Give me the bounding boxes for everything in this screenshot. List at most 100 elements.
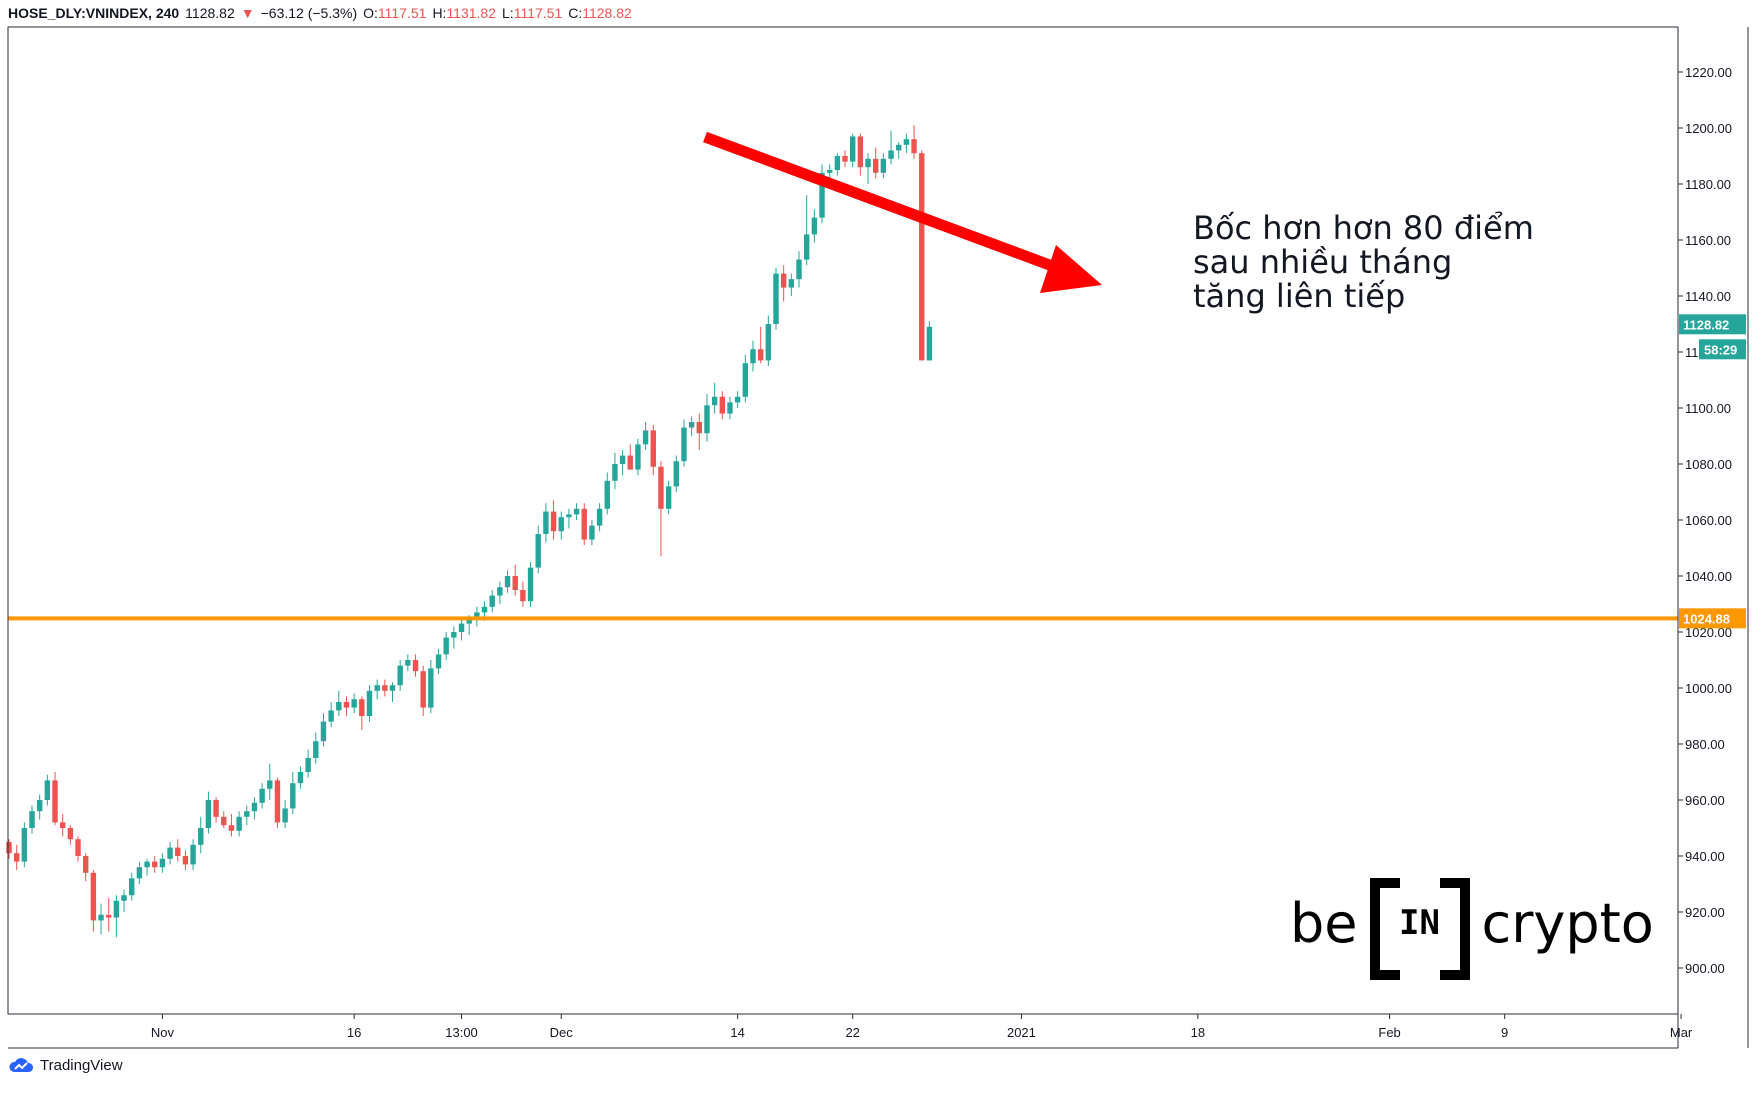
candle [727,396,733,420]
down-triangle-icon: ▼ [240,5,255,21]
candle-body [796,259,802,280]
candle-body [665,486,672,509]
candle [834,153,841,176]
candle-body [458,623,465,632]
candle [673,455,679,492]
candle [121,889,127,912]
low-value: 1117.51 [513,5,563,21]
candle-body [926,326,933,361]
candle-body [144,861,150,868]
candle [512,564,518,596]
candle [527,562,534,607]
candle-body [313,741,319,758]
candle [244,805,250,826]
candle [152,856,158,873]
candle [903,133,910,154]
candle-body [428,668,434,708]
candle [336,690,342,716]
candle-body [320,721,327,742]
price-tick-label: 1180.00 [1685,177,1731,192]
candle-body [90,872,97,921]
candle [389,682,396,702]
candle [535,525,541,574]
candle [198,816,204,854]
candle [796,251,802,288]
candle-body [152,861,158,868]
watermark-bracket-logo: IN [1369,878,1470,980]
candle [520,581,526,607]
candle [665,480,672,515]
candle-body [581,508,587,540]
symbol-label[interactable]: HOSE_DLY:VNINDEX, 240 [8,5,180,21]
candle-body [658,466,664,509]
candle [366,685,373,722]
candle-body [711,396,718,406]
candle [880,153,887,179]
candle-body [757,349,764,361]
chart-annotation: Bốc hơn hơn 80 điểm sau nhiều tháng tăng… [1193,211,1534,313]
tradingview-logo[interactable]: TradingView [8,1057,123,1074]
candle-body [535,534,541,568]
candle [182,850,189,870]
annotation-line-2: sau nhiều tháng [1193,243,1453,281]
candle-body [267,780,273,789]
candle [106,898,112,932]
candle-body [880,158,887,173]
price-tick-label: 1000.00 [1685,681,1732,696]
candle-body [788,279,795,288]
annotation-line-1: Bốc hơn hơn 80 điểm [1193,209,1534,247]
candle [681,419,687,467]
candle [67,825,74,845]
candle [865,153,871,184]
candle [711,382,718,414]
price-tick-label: 1100.00 [1685,401,1731,416]
price-tick-label: 1080.00 [1685,457,1732,472]
candle-body [244,811,250,817]
open-label: O: [363,5,378,21]
candle-body [435,654,442,669]
candle-body [13,853,20,862]
candle-body [6,842,12,854]
price-tick-label: 940.00 [1685,849,1725,864]
candle [719,391,726,420]
time-tick-label: 22 [845,1025,859,1040]
price-tick-label: 900.00 [1685,961,1725,976]
candle [543,503,549,543]
candle [780,265,787,302]
candle-body [589,525,595,540]
candle-body [481,606,488,613]
low-label: L: [502,5,514,21]
candle-body [911,139,917,154]
candle-body [504,576,511,588]
candle-body [136,867,143,879]
last-price-label: 1128.82 [1683,317,1729,332]
candle [98,903,104,935]
candle [750,340,756,372]
candle [911,125,917,159]
time-axis: Nov 16 13:00 Dec 14 22 2021 18 Feb 9 Mar [151,1014,1693,1040]
candle-body [106,914,112,918]
candle [351,693,357,714]
candle [857,133,864,176]
candle-body [650,430,656,467]
candle-body [59,822,66,828]
candle [129,872,135,901]
candle [627,444,633,470]
candle-body [351,699,357,708]
last-price-label-bg [1679,314,1746,335]
candle-body [642,430,649,445]
candle-body [297,772,304,784]
candle [144,858,150,876]
candles-layer [6,125,933,938]
candle [136,861,143,884]
plot-area [8,27,1678,1014]
price-tick-label: 960.00 [1685,793,1725,808]
candle [734,391,741,408]
candle [619,450,626,476]
candle [382,679,388,697]
candle-body [566,514,572,518]
candle [397,660,403,691]
candle-body [780,273,787,288]
candle-body [734,396,741,403]
